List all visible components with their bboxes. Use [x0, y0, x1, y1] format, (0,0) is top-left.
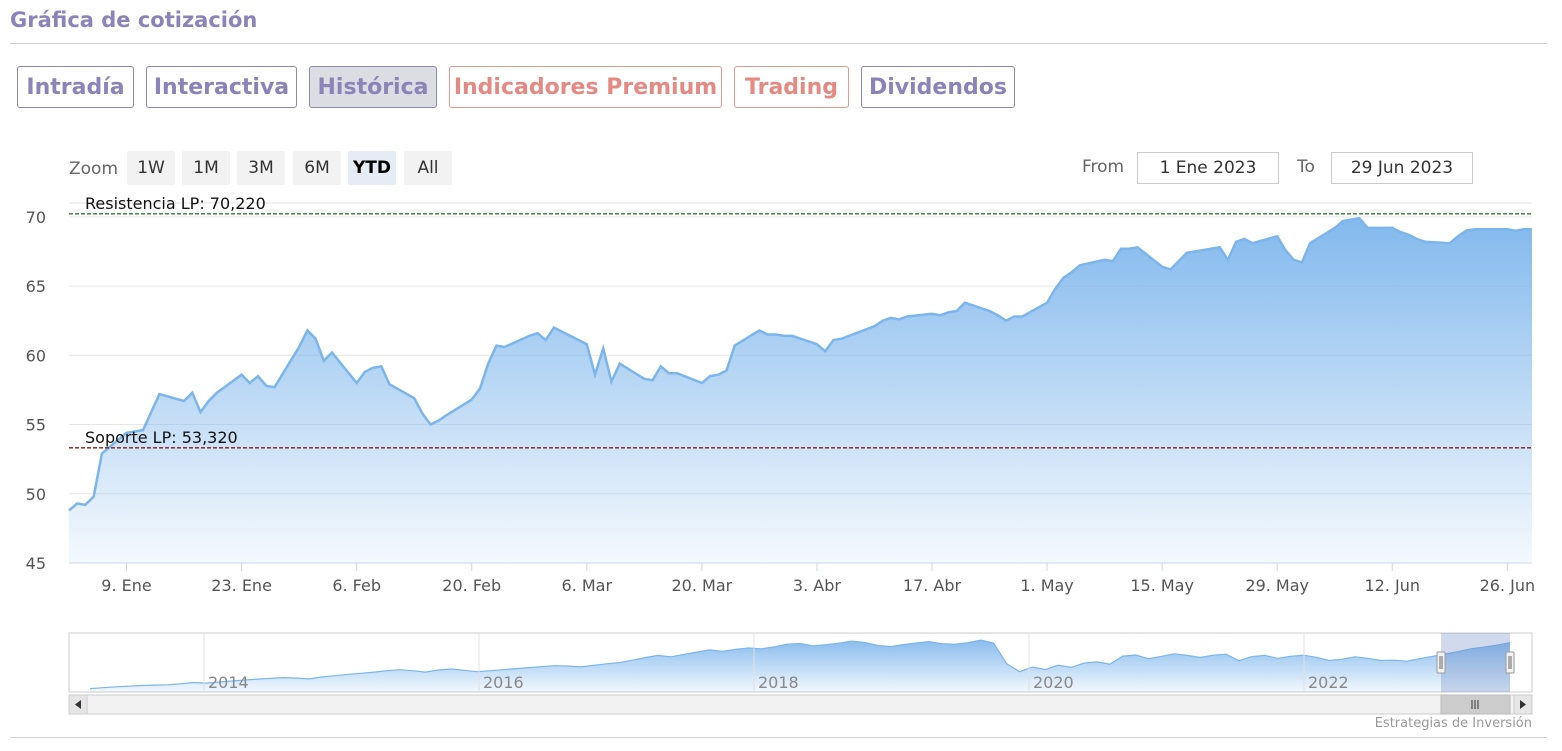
navigator-line [89, 639, 1511, 690]
tab-intradia[interactable]: Intradía [17, 66, 134, 108]
navigator-year-label: 2016 [483, 673, 524, 692]
price-series [68, 216, 1532, 563]
x-tick-label: 1. May [1020, 576, 1073, 595]
x-tick-label: 20. Feb [442, 576, 501, 595]
navigator-year-label: 2014 [208, 673, 249, 692]
x-tick-label: 20. Mar [672, 576, 733, 595]
resistance-label: Resistencia LP: 70,220 [85, 194, 266, 213]
y-tick-label: 50 [26, 485, 46, 504]
tab-interactiva[interactable]: Interactiva [146, 66, 297, 108]
navigator[interactable]: 2014 2016 2018 2020 2022 [68, 632, 1533, 693]
zoom-all-button[interactable]: All [404, 151, 452, 185]
x-tick-label: 23. Ene [211, 576, 272, 595]
x-tick-label: 12. Jun [1365, 576, 1421, 595]
price-area [69, 218, 1532, 563]
range-from-input[interactable]: 1 Ene 2023 [1137, 152, 1279, 184]
tab-indicadores-premium[interactable]: Indicadores Premium [449, 66, 722, 108]
x-tick-label: 26. Jun [1480, 576, 1536, 595]
tab-historica[interactable]: Histórica [309, 66, 437, 108]
credit-link[interactable]: Estrategias de Inversión [1374, 716, 1532, 731]
y-tick-label: 65 [26, 277, 46, 296]
navigator-year-label: 2022 [1308, 673, 1349, 692]
navigator-year-label: 2018 [758, 673, 799, 692]
y-tick-label: 70 [26, 208, 46, 227]
range-to-label: To [1297, 157, 1315, 177]
scrollbar[interactable] [68, 694, 1533, 715]
bottom-divider [10, 737, 1547, 738]
x-tick-label: 9. Ene [101, 576, 151, 595]
x-tick-label: 15. May [1130, 576, 1194, 595]
navigator-year-label: 2020 [1033, 673, 1074, 692]
arrow-left-glyph [75, 700, 81, 709]
scrollbar-track [68, 694, 1533, 715]
navigator-selection [1441, 633, 1510, 692]
x-tick-label: 6. Feb [332, 576, 381, 595]
navigator-right-handle [1505, 651, 1515, 674]
tab-dividendos[interactable]: Dividendos [861, 66, 1015, 108]
zoom-ytd-button[interactable]: YTD [348, 151, 396, 185]
x-tick-label: 3. Abr [793, 576, 841, 595]
title-divider [10, 43, 1547, 44]
navigator-area [90, 640, 1510, 692]
x-tick-label: 17. Abr [903, 576, 962, 595]
annotations: Resistencia LP: 70,220 Soporte LP: 53,320 [69, 194, 1532, 449]
y-tick-label: 60 [26, 346, 46, 365]
x-tick-label: 6. Mar [562, 576, 613, 595]
zoom-label: Zoom [69, 159, 119, 179]
zoom-1m-button[interactable]: 1M [182, 151, 230, 185]
navigator-left-handle [1436, 651, 1446, 674]
y-axis: 45 50 55 60 65 70 [26, 208, 46, 573]
y-tick-label: 55 [26, 416, 46, 435]
zoom-6m-button[interactable]: 6M [293, 151, 341, 185]
page-title: Gráfica de cotización [10, 8, 258, 32]
y-tick-label: 45 [26, 554, 46, 573]
x-tick-label: 29. May [1245, 576, 1309, 595]
arrow-right-glyph [1520, 700, 1526, 709]
support-label: Soporte LP: 53,320 [85, 428, 238, 447]
tab-trading[interactable]: Trading [734, 66, 849, 108]
x-axis: 9. Ene 23. Ene 6. Feb 20. Feb 6. Mar 20. Mar 3… [69, 562, 1536, 595]
price-line [68, 216, 1532, 512]
range-to-input[interactable]: 29 Jun 2023 [1331, 152, 1473, 184]
range-from-label: From [1082, 157, 1125, 177]
zoom-3m-button[interactable]: 3M [237, 151, 285, 185]
zoom-1w-button[interactable]: 1W [127, 151, 175, 185]
